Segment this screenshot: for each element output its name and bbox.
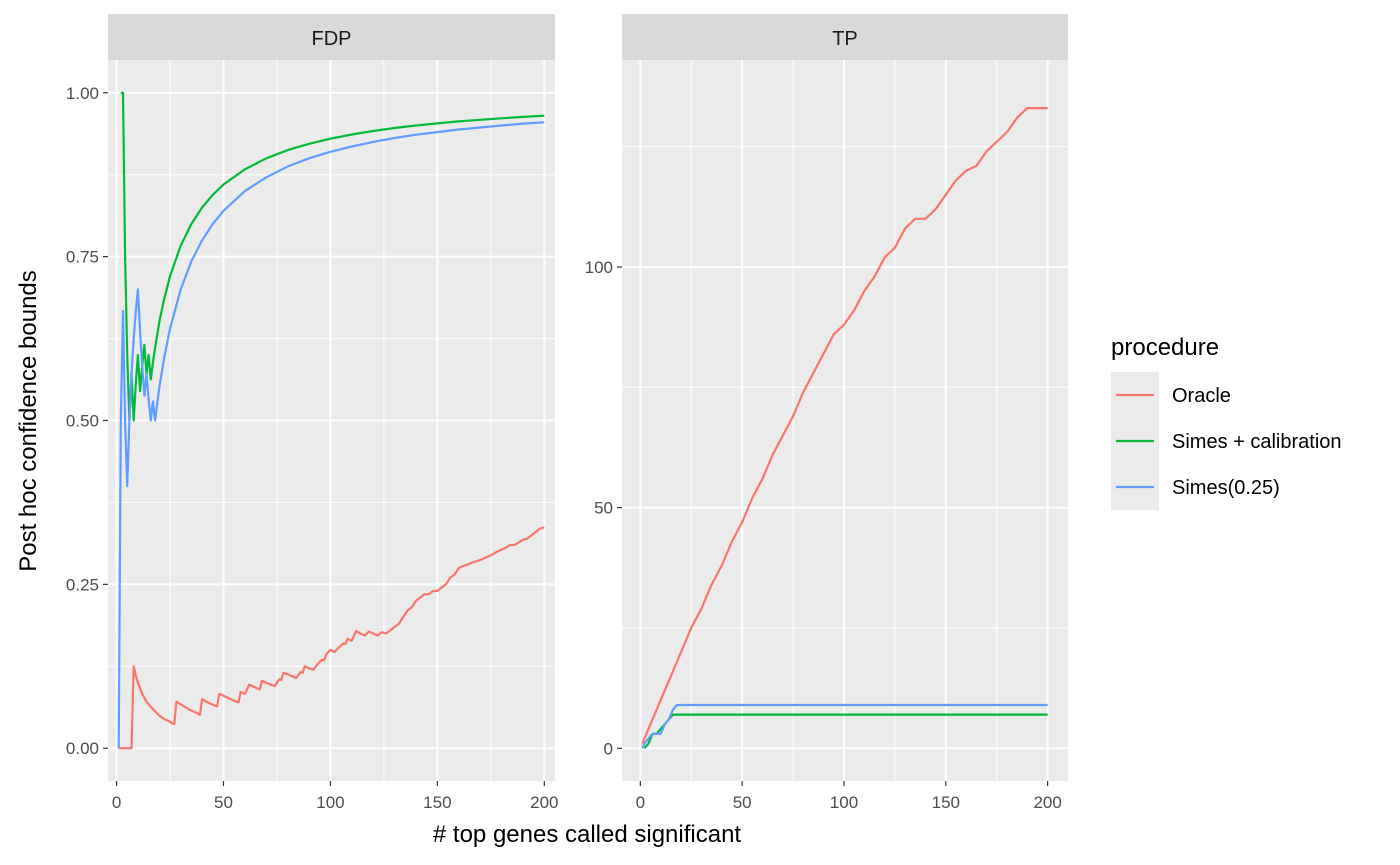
x-tick-label: 100 (316, 793, 344, 812)
x-tick-label: 200 (530, 793, 558, 812)
x-tick-label: 150 (423, 793, 451, 812)
y-tick-label: 1.00 (66, 84, 99, 103)
y-tick-label: 50 (594, 499, 613, 518)
panel-fdp: FDP 0 50 100 150 200 0.00 0.25 0.50 0.75 1.00 (66, 14, 558, 812)
series-line-oracle (641, 106, 1048, 744)
facet-strip (108, 14, 555, 60)
y-tick-label: 0.25 (66, 575, 99, 594)
y-tick-label: 0.75 (66, 248, 99, 267)
y-tick-label: 100 (585, 258, 613, 277)
legend-item-label: Simes(0.25) (1172, 477, 1280, 499)
facet-strip (622, 14, 1068, 60)
series-line-oracle (118, 526, 545, 750)
legend: procedure Oracle Simes + calibration Simes… (1111, 334, 1342, 510)
y-axis-title: Post hoc confidence bounds (15, 270, 42, 572)
x-tick-label: 100 (830, 793, 858, 812)
x-tick-label: 200 (1033, 793, 1061, 812)
y-tick-label: 0.50 (66, 412, 99, 431)
legend-title: procedure (1111, 334, 1219, 361)
panel-tp: TP 0 50 100 150 200 0 50 100 (585, 14, 1068, 812)
x-tick-label: 50 (214, 793, 233, 812)
panel-background (622, 60, 1068, 781)
facet-strip-label: FDP (312, 28, 352, 50)
legend-item-label: Oracle (1172, 385, 1231, 407)
x-tick-label: 150 (932, 793, 960, 812)
y-tick-label: 0.00 (66, 739, 99, 758)
legend-item-label: Simes + calibration (1172, 431, 1342, 453)
series-line-simes-0-25 (641, 703, 1048, 749)
series-line-simes-calibration (120, 91, 545, 422)
series-line-simes-0-25 (117, 121, 545, 749)
x-tick-label: 0 (112, 793, 121, 812)
x-tick-label: 0 (636, 793, 645, 812)
facet-strip-label: TP (832, 28, 858, 50)
x-tick-label: 50 (733, 793, 752, 812)
x-axis-title: # top genes called significant (433, 821, 742, 848)
y-tick-label: 0 (604, 739, 613, 758)
